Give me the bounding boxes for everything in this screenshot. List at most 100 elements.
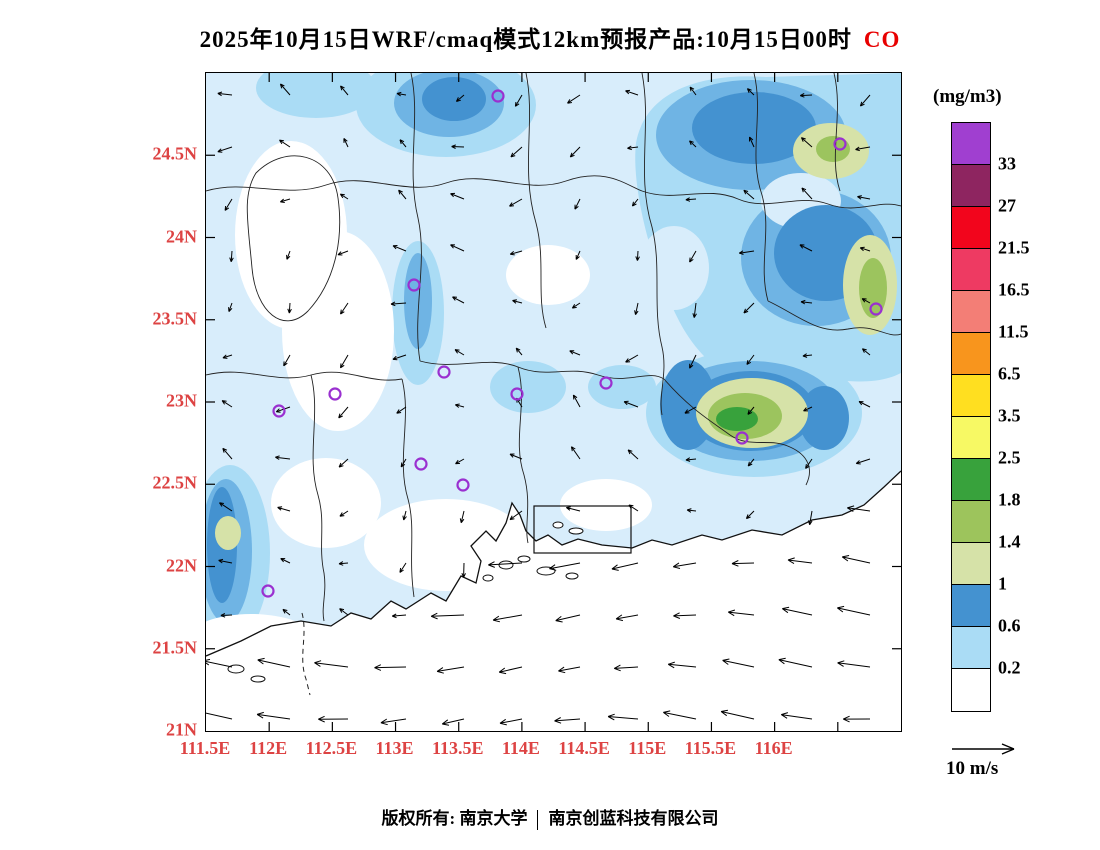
wind-vector bbox=[450, 192, 465, 200]
wind-vector bbox=[510, 146, 523, 158]
wind-vector bbox=[627, 145, 639, 151]
wind-vector bbox=[625, 89, 639, 96]
wind-vector bbox=[855, 458, 871, 465]
lon-axis-label: 114.5E bbox=[558, 738, 610, 758]
province-boundary bbox=[246, 155, 341, 322]
map-panel bbox=[189, 53, 902, 732]
wind-vector bbox=[684, 406, 697, 414]
wind-vector bbox=[455, 94, 465, 102]
wind-vector bbox=[217, 146, 233, 153]
lat-axis-label: 22N bbox=[166, 555, 197, 575]
island bbox=[565, 572, 579, 580]
inset-box bbox=[533, 505, 632, 554]
wind-vector bbox=[685, 457, 697, 462]
lon-axis-label: 115.5E bbox=[684, 738, 737, 758]
wind-vector bbox=[778, 657, 813, 668]
wind-vector bbox=[743, 302, 755, 314]
wind-vector bbox=[509, 453, 523, 460]
city-marker bbox=[437, 365, 451, 379]
island bbox=[250, 675, 266, 683]
colorbar bbox=[951, 122, 991, 712]
city-marker bbox=[510, 387, 524, 401]
colorbar-segment bbox=[952, 123, 990, 165]
wind-vector bbox=[847, 505, 871, 512]
wind-vector bbox=[441, 718, 465, 726]
lat-axis-label: 24.5N bbox=[152, 143, 198, 164]
city-marker bbox=[414, 457, 428, 471]
contour-region bbox=[490, 361, 566, 413]
contour-region bbox=[560, 479, 652, 531]
wind-vector bbox=[391, 613, 407, 619]
lat-axis-label: 22.5N bbox=[152, 472, 198, 493]
wind-vector bbox=[627, 449, 639, 460]
wind-vector bbox=[399, 562, 407, 573]
colorbar-level-label: 3.5 bbox=[998, 405, 1021, 426]
province-boundary bbox=[310, 374, 326, 622]
colorbar-level-label: 16.5 bbox=[998, 279, 1030, 300]
wind-vector bbox=[217, 91, 233, 97]
wind-vector bbox=[615, 614, 639, 622]
wind-vector bbox=[275, 406, 291, 413]
island bbox=[482, 574, 494, 582]
wind-vector bbox=[801, 187, 813, 200]
wind-vector bbox=[380, 718, 407, 726]
contour-region bbox=[692, 92, 816, 164]
wind-vector bbox=[841, 555, 871, 564]
coastline-and-boundaries bbox=[205, 72, 902, 696]
colorbar-level-label: 11.5 bbox=[998, 321, 1029, 342]
wind-vector bbox=[514, 94, 523, 107]
wind-vector bbox=[509, 510, 523, 521]
wind-vector bbox=[338, 458, 349, 468]
wind-vector bbox=[338, 406, 349, 419]
wind-vector bbox=[673, 612, 697, 619]
city-marker bbox=[735, 431, 749, 445]
wind-vector bbox=[746, 354, 755, 365]
wind-vector bbox=[430, 612, 465, 620]
contour-region bbox=[816, 136, 850, 162]
wind-vector bbox=[569, 350, 581, 356]
wind-vector bbox=[222, 354, 233, 359]
city-marker bbox=[261, 584, 275, 598]
wind-vector bbox=[747, 458, 755, 467]
city-marker bbox=[407, 278, 421, 292]
colorbar-segment bbox=[952, 375, 990, 417]
wind-vector bbox=[488, 561, 523, 568]
province-boundary bbox=[833, 72, 841, 192]
wind-vector bbox=[396, 91, 407, 97]
pollutant-label: CO bbox=[863, 27, 901, 52]
wind-vector bbox=[287, 302, 292, 314]
contour-region bbox=[271, 458, 381, 548]
wind-vector bbox=[567, 94, 581, 104]
wind-vector bbox=[787, 557, 813, 565]
sea-mask bbox=[206, 471, 901, 731]
wind-vector bbox=[743, 189, 755, 200]
colorbar-level-label: 33 bbox=[998, 153, 1016, 174]
wind-vector bbox=[338, 561, 349, 566]
axis-ticks bbox=[206, 73, 901, 731]
wind-vector bbox=[628, 504, 639, 512]
contour-region bbox=[256, 58, 376, 118]
wind-vector bbox=[374, 664, 407, 671]
province-boundary bbox=[525, 72, 547, 329]
wind-vector bbox=[454, 403, 465, 408]
colorbar-level-label: 2.5 bbox=[998, 447, 1021, 468]
city-marker bbox=[272, 404, 286, 418]
copyright-left: 版权所有: 南京大学 bbox=[381, 809, 528, 828]
wind-vector bbox=[858, 401, 871, 408]
contour-region bbox=[859, 258, 887, 318]
province-boundary bbox=[753, 72, 769, 302]
wind-vector bbox=[837, 605, 871, 616]
wind-ref-head bbox=[1001, 743, 1015, 755]
wind-vector bbox=[808, 510, 813, 526]
wind-vector bbox=[219, 502, 233, 512]
wind-vector bbox=[857, 195, 871, 200]
wind-vector bbox=[569, 146, 581, 158]
wind-vector bbox=[515, 347, 523, 356]
province-boundary bbox=[205, 175, 643, 192]
wind-vector bbox=[625, 354, 639, 363]
wind-vector bbox=[575, 250, 581, 260]
wind-vector bbox=[224, 198, 233, 211]
wind-vector bbox=[398, 189, 407, 200]
wind-vector bbox=[455, 458, 465, 465]
wind-vector bbox=[855, 146, 871, 152]
